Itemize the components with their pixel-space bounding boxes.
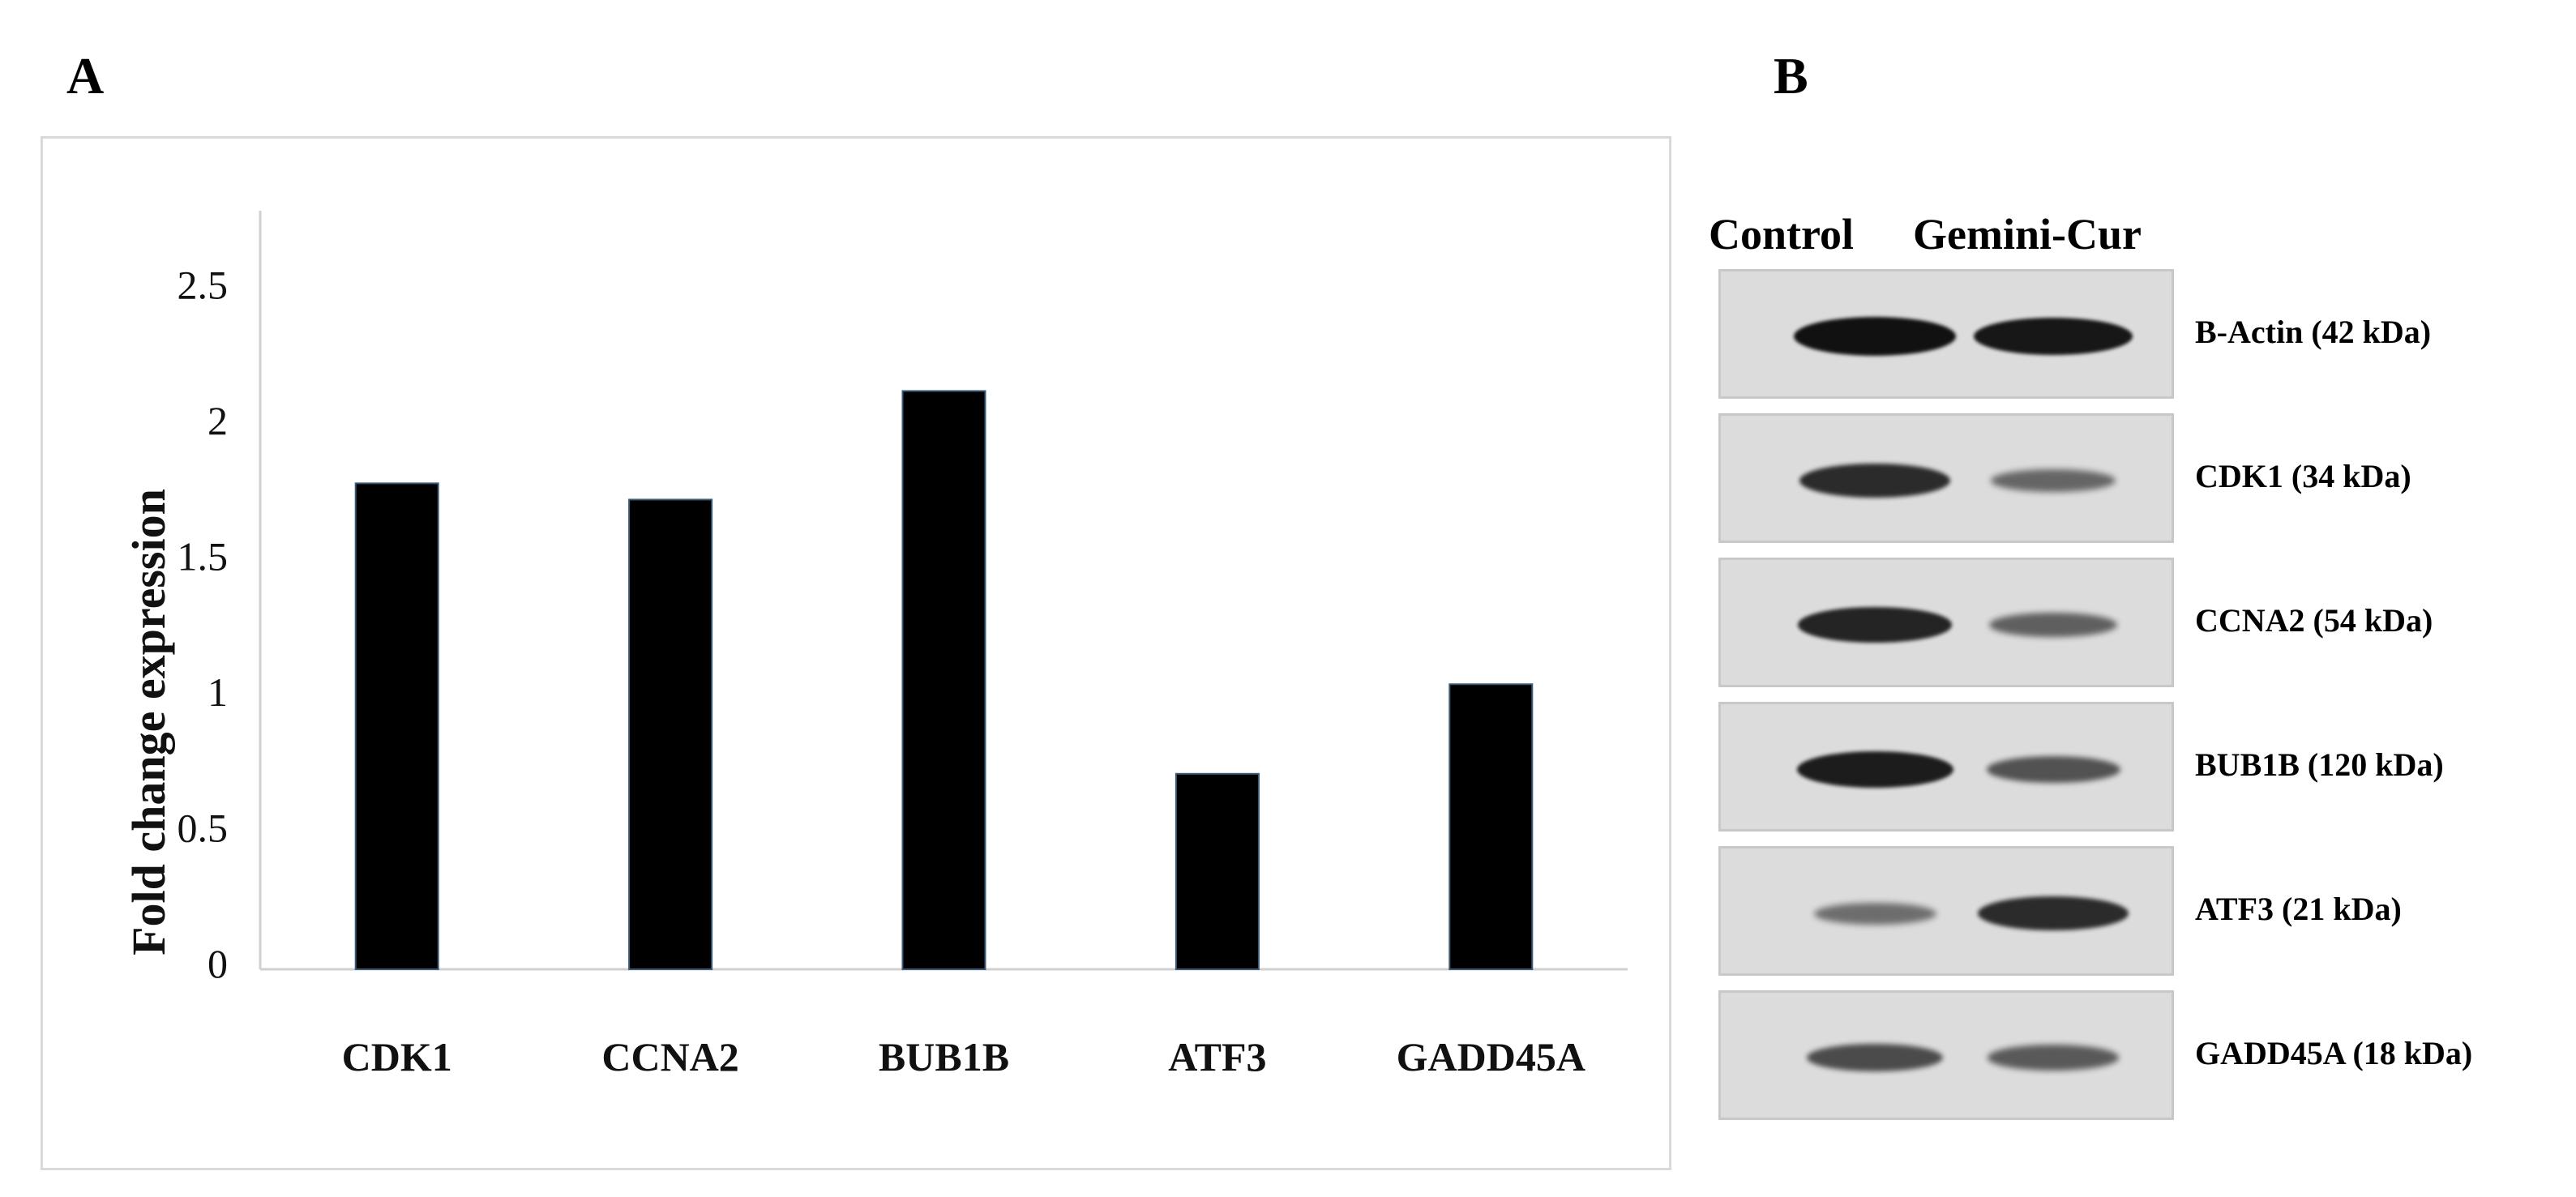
bar-chart-frame: 0 0.5 1 1.5 2 2.5 CDK1 CCNA2 BUB1B ATF3 GADD45A F… <box>41 136 1671 1170</box>
band-gemini-cur <box>1989 613 2117 637</box>
y-tick-label: 1 <box>208 669 228 715</box>
blot-row-label: B-Actin (42 kDa) <box>2195 314 2432 350</box>
blot-row: ATF3 (21 kDa) <box>1718 846 2576 976</box>
blot-strip <box>1718 990 2174 1120</box>
y-tick-label: 2.5 <box>178 263 229 308</box>
band-gemini-cur <box>1990 468 2116 493</box>
x-tick-label: CDK1 <box>342 1034 452 1079</box>
bar-atf3 <box>1175 772 1260 970</box>
band-control <box>1799 464 1950 498</box>
blot-row-label: GADD45A (18 kDa) <box>2195 1035 2473 1071</box>
blot-column-gemini-cur: Gemini-Cur <box>1913 210 2142 259</box>
blot-column-control: Control <box>1709 210 1855 259</box>
blot-strip <box>1718 269 2174 399</box>
blot-strip <box>1718 558 2174 687</box>
bar-cdk1 <box>354 482 439 971</box>
x-tick-label: CCNA2 <box>601 1034 738 1079</box>
panel-label-b: B <box>1774 47 1808 105</box>
blot-strip <box>1718 846 2174 976</box>
y-tick-label: 2 <box>208 398 228 443</box>
blot-row: CCNA2 (54 kDa) <box>1718 558 2576 687</box>
blot-strip <box>1718 702 2174 831</box>
blot-row-label: CDK1 (34 kDa) <box>2195 458 2411 494</box>
band-control <box>1806 1043 1944 1072</box>
western-blot-panel: Control Gemini-Cur B-Actin (42 kDa) CDK1 … <box>1702 195 2576 1197</box>
bar-chart: 0 0.5 1 1.5 2 2.5 CDK1 CCNA2 BUB1B ATF3 GADD45A F… <box>122 211 1628 1079</box>
blot-row-label: CCNA2 (54 kDa) <box>2195 602 2433 639</box>
bar-bub1b <box>901 390 986 970</box>
blot-strip <box>1718 413 2174 543</box>
blot-row-label: ATF3 (21 kDa) <box>2195 891 2402 927</box>
blot-row-label: BUB1B (120 kDa) <box>2195 746 2444 783</box>
panel-label-a: A <box>66 47 105 105</box>
y-axis-title: Fold change expression <box>122 489 175 955</box>
band-control <box>1798 607 1952 643</box>
x-tick-label: GADD45A <box>1397 1034 1585 1079</box>
band-control <box>1796 750 1953 788</box>
band-control <box>1813 902 1936 925</box>
y-tick-label: 1.5 <box>178 534 229 579</box>
bar-ccna2 <box>628 498 713 970</box>
blot-row: BUB1B (120 kDa) <box>1718 702 2576 831</box>
x-tick-label: BUB1B <box>879 1034 1009 1079</box>
band-gemini-cur <box>1986 755 2120 783</box>
band-control <box>1794 317 1956 356</box>
y-tick-label: 0 <box>208 941 228 986</box>
blot-row: CDK1 (34 kDa) <box>1718 413 2576 543</box>
bar-gadd45a <box>1448 683 1534 970</box>
band-gemini-cur <box>1973 317 2133 356</box>
band-gemini-cur <box>1988 1045 2119 1071</box>
blot-row: B-Actin (42 kDa) <box>1718 269 2576 399</box>
x-tick-label: ATF3 <box>1168 1034 1266 1079</box>
band-gemini-cur <box>1978 896 2129 930</box>
blot-row: GADD45A (18 kDa) <box>1718 990 2576 1120</box>
y-tick-label: 0.5 <box>178 806 229 851</box>
